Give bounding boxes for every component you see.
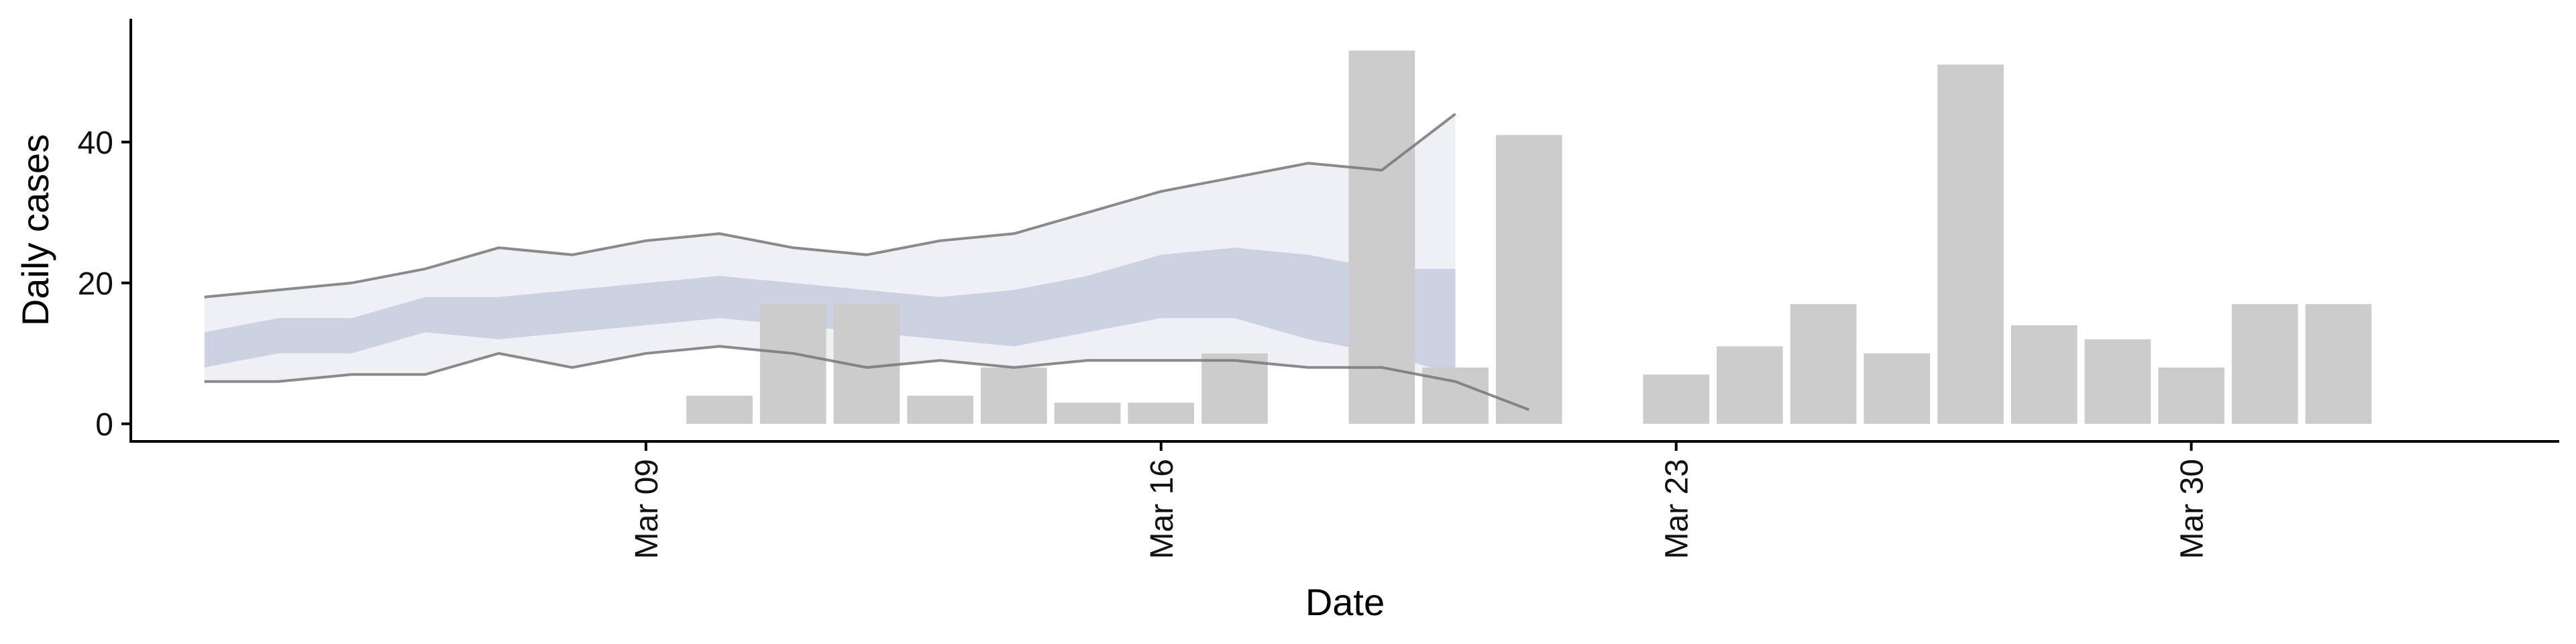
bar: [1937, 64, 2004, 424]
y-axis-title: Daily cases: [14, 134, 56, 326]
bar: [1128, 402, 1195, 424]
upper-90-line: [204, 113, 1456, 299]
y-tick-label: 40: [78, 125, 113, 161]
y-tick-label: 0: [95, 407, 113, 443]
bar: [1495, 135, 1562, 424]
x-tick-label: Mar 30: [2175, 459, 2210, 559]
bar: [981, 367, 1047, 424]
bar: [1054, 402, 1121, 424]
bar: [2305, 304, 2372, 424]
bar: [759, 304, 826, 424]
bar: [1643, 374, 1709, 424]
bar: [2231, 304, 2298, 424]
x-tick-label: Mar 23: [1660, 459, 1695, 559]
bar: [2010, 325, 2078, 424]
x-tick-label: Mar 09: [629, 459, 665, 559]
bar: [1348, 50, 1415, 424]
bar: [1790, 304, 1857, 424]
bar: [1864, 353, 1931, 424]
bar-layer: [686, 50, 2372, 424]
bar: [907, 395, 973, 424]
bar: [2158, 367, 2224, 424]
bar: [1717, 346, 1783, 424]
lower-90-line: [204, 345, 1529, 411]
y-ticks: 0 20 40: [78, 125, 131, 443]
bar: [2084, 339, 2151, 424]
x-ticks: Mar 09 Mar 16 Mar 23 Mar 30: [629, 441, 2210, 559]
bar: [686, 395, 753, 424]
ribbon-layer: [204, 113, 1456, 382]
line-layer: [204, 113, 1529, 411]
ribbon-90-band: [204, 113, 1456, 382]
ribbon-50-band: [204, 248, 1456, 375]
y-tick-label: 20: [78, 266, 113, 302]
x-tick-label: Mar 16: [1144, 459, 1180, 559]
x-axis-title: Date: [1305, 581, 1385, 623]
bar: [1201, 353, 1268, 424]
